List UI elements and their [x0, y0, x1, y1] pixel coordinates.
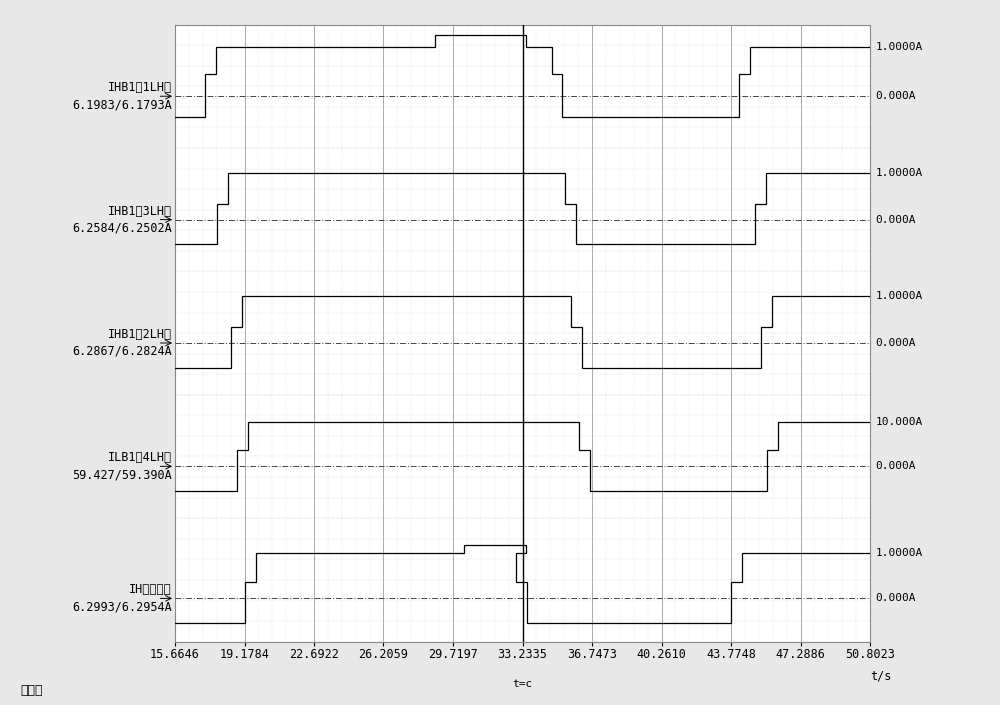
Text: 1.0000A: 1.0000A: [876, 42, 923, 52]
Text: 1.0000A: 1.0000A: [876, 168, 923, 178]
Text: 10.000A: 10.000A: [876, 417, 923, 427]
Text: 0.000A: 0.000A: [876, 214, 916, 225]
Text: 0.000A: 0.000A: [876, 91, 916, 102]
Text: 0.000A: 0.000A: [876, 461, 916, 472]
Text: 1.0000A: 1.0000A: [876, 291, 923, 301]
Text: t/s: t/s: [870, 669, 891, 682]
Text: 0.000A: 0.000A: [876, 338, 916, 348]
Text: t=c: t=c: [512, 678, 533, 689]
Text: IHB1（3LH）
6.2584/6.2502A: IHB1（3LH） 6.2584/6.2502A: [72, 204, 172, 235]
Text: 备注：: 备注：: [20, 685, 42, 697]
Text: ILB1（4LH）
59.427/59.390A: ILB1（4LH） 59.427/59.390A: [72, 451, 172, 482]
Text: 1.0000A: 1.0000A: [876, 548, 923, 558]
Text: IH（校准）
6.2993/6.2954A: IH（校准） 6.2993/6.2954A: [72, 583, 172, 613]
Text: IHB1（1LH）
6.1983/6.1793A: IHB1（1LH） 6.1983/6.1793A: [72, 81, 172, 111]
Text: 0.000A: 0.000A: [876, 594, 916, 603]
Text: IHB1（2LH）
6.2867/6.2824A: IHB1（2LH） 6.2867/6.2824A: [72, 328, 172, 358]
